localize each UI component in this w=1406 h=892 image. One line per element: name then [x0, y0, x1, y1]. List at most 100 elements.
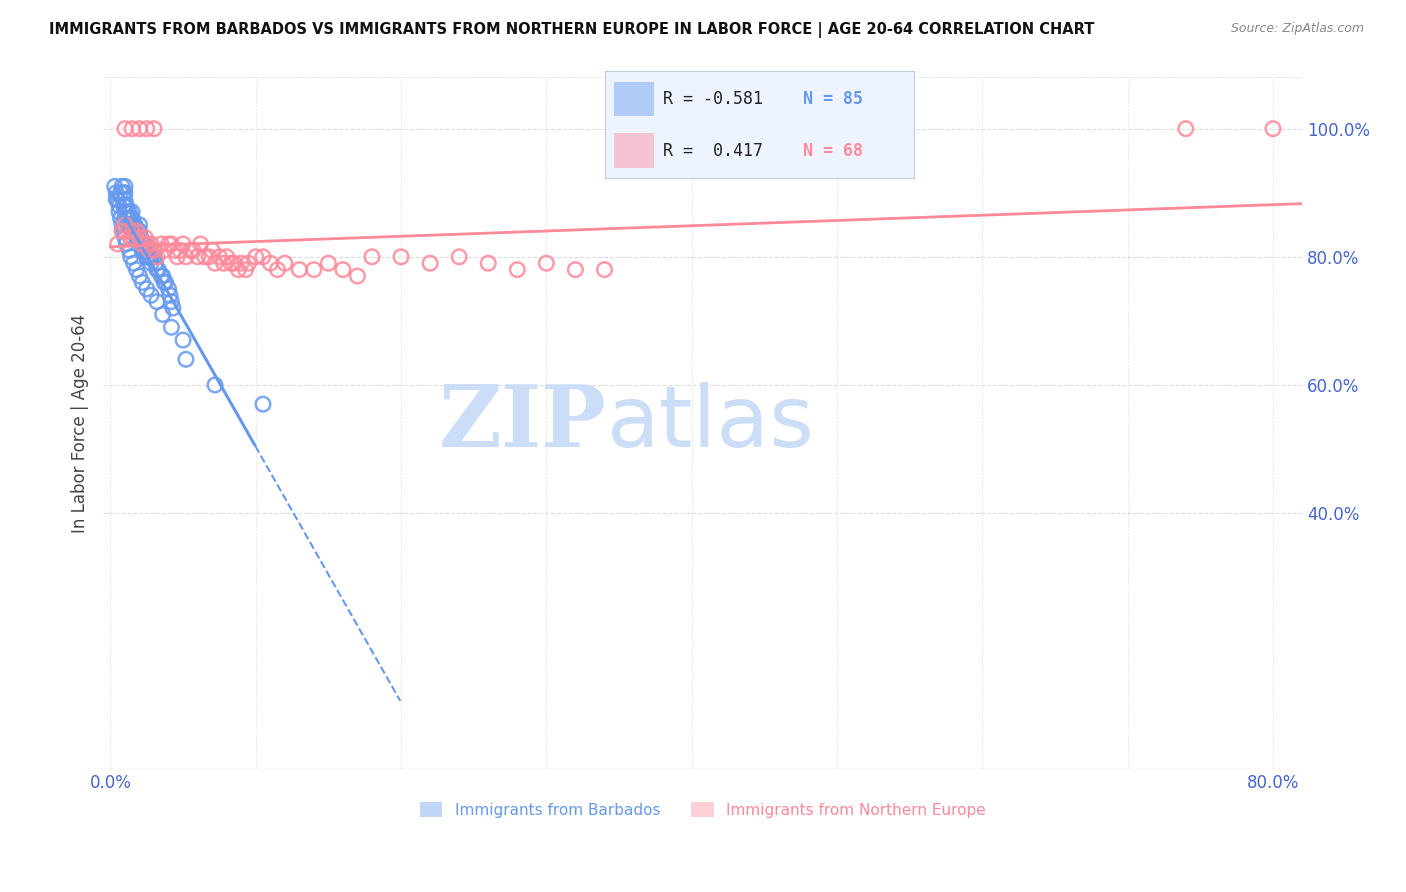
Point — [121, 224, 143, 238]
Point — [128, 230, 150, 244]
Text: Source: ZipAtlas.com: Source: ZipAtlas.com — [1230, 22, 1364, 36]
Point — [593, 262, 616, 277]
Point — [194, 250, 217, 264]
Point — [125, 224, 148, 238]
Point — [134, 230, 156, 244]
Point — [129, 230, 152, 244]
Point — [179, 244, 201, 258]
Point — [115, 198, 138, 212]
Point — [131, 237, 153, 252]
Point — [111, 218, 134, 232]
Point — [128, 224, 150, 238]
Point — [181, 244, 204, 258]
Point — [118, 244, 141, 258]
Point — [198, 250, 221, 264]
Point — [136, 250, 159, 264]
Point — [231, 256, 253, 270]
Point — [107, 237, 129, 252]
Point — [114, 186, 136, 200]
Point — [128, 230, 150, 244]
Point — [187, 250, 209, 264]
Point — [105, 186, 128, 200]
Point — [122, 256, 145, 270]
Point — [122, 224, 145, 238]
Point — [152, 268, 174, 283]
Point — [163, 244, 186, 258]
Point — [160, 294, 183, 309]
Point — [122, 230, 145, 244]
Point — [274, 256, 297, 270]
Point — [564, 262, 586, 277]
Point — [114, 205, 136, 219]
Point — [266, 262, 288, 277]
Point — [131, 237, 153, 252]
Point — [222, 256, 245, 270]
Point — [238, 256, 260, 270]
Text: N = 85: N = 85 — [803, 90, 862, 108]
Point — [122, 218, 145, 232]
Point — [121, 211, 143, 226]
Point — [449, 250, 471, 264]
Point — [138, 244, 160, 258]
Point — [162, 301, 184, 315]
Point — [125, 224, 148, 238]
Y-axis label: In Labor Force | Age 20-64: In Labor Force | Age 20-64 — [72, 314, 89, 533]
Point — [146, 250, 169, 264]
Point — [477, 256, 499, 270]
Text: ZIP: ZIP — [439, 382, 606, 466]
Point — [120, 250, 142, 264]
Point — [536, 256, 558, 270]
Point — [145, 256, 167, 270]
Text: R = -0.581: R = -0.581 — [664, 90, 763, 108]
Point — [318, 256, 340, 270]
Text: R =  0.417: R = 0.417 — [664, 142, 763, 160]
Point — [135, 250, 157, 264]
Point — [128, 121, 150, 136]
Bar — [614, 134, 654, 168]
Point — [506, 262, 529, 277]
Point — [117, 224, 139, 238]
Point — [117, 211, 139, 226]
Point — [302, 262, 325, 277]
Bar — [614, 82, 654, 116]
Text: atlas: atlas — [606, 382, 814, 465]
Point — [153, 276, 176, 290]
Point — [139, 256, 162, 270]
Point — [157, 282, 180, 296]
Point — [125, 262, 148, 277]
Point — [174, 352, 197, 367]
Point — [118, 205, 141, 219]
Point — [135, 237, 157, 252]
Point — [112, 224, 135, 238]
Point — [135, 244, 157, 258]
Point — [143, 121, 166, 136]
Point — [288, 262, 311, 277]
Point — [259, 256, 281, 270]
Point — [111, 179, 134, 194]
Point — [139, 237, 162, 252]
Point — [114, 230, 136, 244]
Point — [131, 244, 153, 258]
Point — [204, 378, 226, 392]
Point — [235, 262, 257, 277]
Point — [134, 244, 156, 258]
Point — [135, 121, 157, 136]
Point — [124, 218, 146, 232]
Point — [139, 250, 162, 264]
Point — [117, 218, 139, 232]
Point — [121, 205, 143, 219]
Point — [115, 237, 138, 252]
Point — [120, 230, 142, 244]
Point — [125, 230, 148, 244]
Point — [148, 262, 170, 277]
Point — [190, 237, 212, 252]
Point — [120, 218, 142, 232]
Point — [138, 250, 160, 264]
Point — [1261, 121, 1284, 136]
Point — [219, 256, 242, 270]
Text: N = 68: N = 68 — [803, 142, 862, 160]
Point — [118, 211, 141, 226]
Point — [117, 205, 139, 219]
Point — [110, 186, 132, 200]
Point — [201, 244, 224, 258]
